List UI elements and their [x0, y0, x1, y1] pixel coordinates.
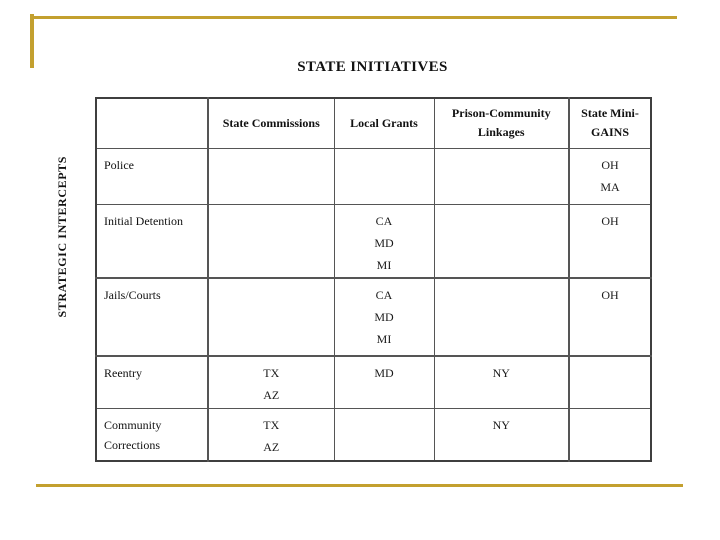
left-accent-bar	[30, 14, 34, 68]
table-cell: NY	[433, 408, 570, 461]
row-header: Jails/Courts	[95, 277, 209, 357]
table-cell: NY	[433, 355, 570, 409]
state-abbrev: NY	[492, 365, 510, 380]
table-cell	[433, 277, 570, 357]
table-cell: CA MD MI	[333, 277, 435, 357]
table-row-police: Police OH MA	[95, 147, 652, 205]
strategic-intercepts-axis: STRATEGIC INTERCEPTS	[42, 97, 82, 377]
strategic-intercepts-label: STRATEGIC INTERCEPTS	[54, 156, 69, 318]
state-abbrev: NY	[492, 418, 510, 432]
state-abbrev: MI	[376, 331, 392, 346]
state-abbrev: CA	[375, 287, 393, 302]
state-abbrev: MD	[374, 365, 394, 380]
state-abbrev: OH	[601, 157, 619, 172]
top-accent-line	[30, 16, 677, 19]
table-cell: OH MA	[568, 147, 652, 205]
table-cell	[333, 408, 435, 461]
corner-header-cell	[95, 97, 209, 149]
state-abbrev: MI	[376, 257, 392, 272]
state-abbrev: TX	[263, 365, 280, 380]
table-row-reentry: Reentry TX AZ MD NY	[95, 355, 652, 409]
row-header: Police	[95, 147, 209, 205]
state-initiatives-table: State Commissions Local Grants Prison-Co…	[95, 97, 652, 462]
state-abbrev: OH	[601, 213, 619, 228]
table-cell: TX AZ	[207, 355, 335, 409]
column-header-local-grants: Local Grants	[333, 97, 435, 149]
column-header-state-mini-gains: State Mini-GAINS	[568, 97, 652, 149]
table-cell: CA MD MI	[333, 203, 435, 279]
table-cell	[433, 147, 570, 205]
bottom-accent-line	[36, 484, 683, 487]
table-cell: OH	[568, 277, 652, 357]
table-cell	[207, 277, 335, 357]
row-header: Community Corrections	[95, 408, 209, 461]
table-row-community-corrections: Community Corrections TX AZ NY	[95, 408, 652, 461]
column-header-prison-community-linkages: Prison-Community Linkages	[433, 97, 570, 149]
row-header: Initial Detention	[95, 203, 209, 279]
table-cell	[207, 147, 335, 205]
state-abbrev: AZ	[263, 387, 280, 402]
state-abbrev: MD	[374, 235, 394, 250]
state-abbrev: AZ	[263, 440, 280, 454]
state-abbrev: CA	[375, 213, 393, 228]
table-cell: OH	[568, 203, 652, 279]
column-header-state-commissions: State Commissions	[207, 97, 335, 149]
slide-title: STATE INITIATIVES	[297, 59, 448, 75]
table-row-jails-courts: Jails/Courts CA MD MI OH	[95, 277, 652, 357]
table-cell	[207, 203, 335, 279]
table-cell: MD	[333, 355, 435, 409]
table-cell	[333, 147, 435, 205]
state-abbrev: MD	[374, 309, 394, 324]
table-cell	[433, 203, 570, 279]
state-abbrev: OH	[601, 287, 619, 302]
row-header: Reentry	[95, 355, 209, 409]
table-row-initial-detention: Initial Detention CA MD MI OH	[95, 203, 652, 279]
state-abbrev: TX	[263, 418, 280, 432]
header-row: State Commissions Local Grants Prison-Co…	[95, 97, 652, 149]
table-cell	[568, 355, 652, 409]
table-cell: TX AZ	[207, 408, 335, 461]
state-abbrev: MA	[600, 179, 620, 194]
table-cell	[568, 408, 652, 461]
